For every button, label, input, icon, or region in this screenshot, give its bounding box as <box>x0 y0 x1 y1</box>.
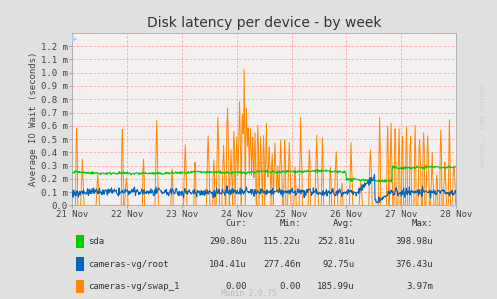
Text: 277.46n: 277.46n <box>263 260 301 269</box>
Text: 104.41u: 104.41u <box>209 260 247 269</box>
Text: 185.99u: 185.99u <box>317 282 354 291</box>
Bar <box>76 280 84 294</box>
Text: 398.98u: 398.98u <box>396 237 433 246</box>
Text: cameras-vg/root: cameras-vg/root <box>88 260 169 269</box>
Text: Cur:: Cur: <box>225 219 247 228</box>
Text: sda: sda <box>88 237 104 246</box>
Title: Disk latency per device - by week: Disk latency per device - by week <box>147 16 381 30</box>
Text: 92.75u: 92.75u <box>322 260 354 269</box>
Text: 290.80u: 290.80u <box>209 237 247 246</box>
Text: 0.00: 0.00 <box>225 282 247 291</box>
Text: ▶: ▶ <box>72 36 78 42</box>
Bar <box>76 235 84 248</box>
Text: 3.97m: 3.97m <box>407 282 433 291</box>
Bar <box>76 257 84 271</box>
Text: 0.00: 0.00 <box>279 282 301 291</box>
Text: 376.43u: 376.43u <box>396 260 433 269</box>
Text: Munin 2.0.75: Munin 2.0.75 <box>221 289 276 298</box>
Text: cameras-vg/swap_1: cameras-vg/swap_1 <box>88 282 179 291</box>
Text: 115.22u: 115.22u <box>263 237 301 246</box>
Text: Min:: Min: <box>279 219 301 228</box>
Text: 252.81u: 252.81u <box>317 237 354 246</box>
Text: Avg:: Avg: <box>333 219 354 228</box>
Text: ▶: ▶ <box>451 202 456 208</box>
Text: RRDTOOL / TOBI OETIKER: RRDTOOL / TOBI OETIKER <box>481 84 486 167</box>
Text: Max:: Max: <box>412 219 433 228</box>
Y-axis label: Average IO Wait (seconds): Average IO Wait (seconds) <box>29 52 38 186</box>
